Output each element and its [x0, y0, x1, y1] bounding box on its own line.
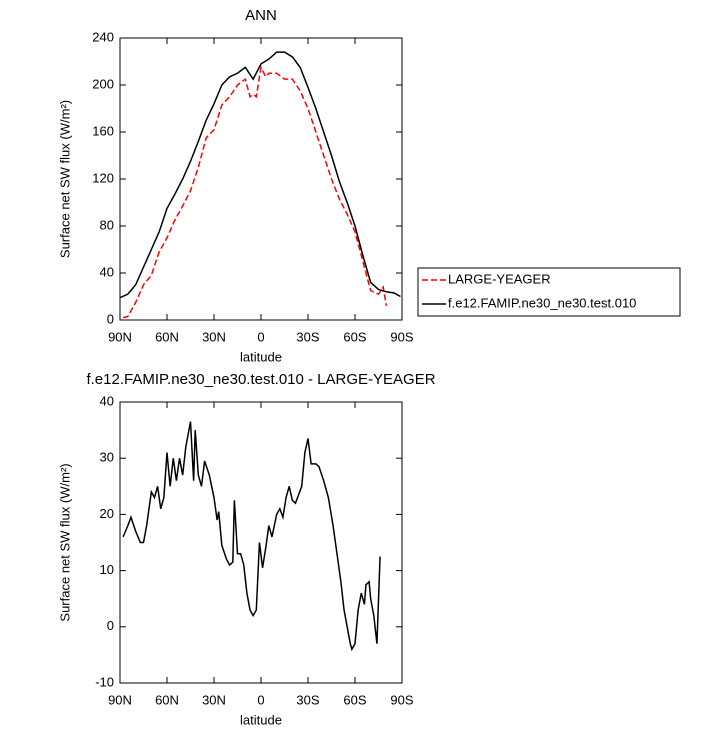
x-tick-label: 60S — [343, 329, 366, 344]
x-axis-label: latitude — [240, 712, 282, 727]
y-tick-label: 40 — [100, 264, 114, 279]
x-tick-label: 30S — [296, 692, 319, 707]
legend-box — [417, 267, 681, 317]
x-tick-label: 90S — [390, 692, 413, 707]
x-tick-label: 30S — [296, 329, 319, 344]
chart-title: f.e12.FAMIP.ne30_ne30.test.010 - LARGE-Y… — [86, 371, 435, 388]
plot-frame — [119, 37, 403, 321]
y-tick-label: 40 — [100, 393, 114, 408]
chart-title: ANN — [245, 7, 277, 24]
x-tick-label: 0 — [257, 692, 264, 707]
data-line — [119, 51, 401, 299]
y-axis-label: Surface net SW flux (W/m²) — [57, 100, 72, 258]
y-tick-label: -10 — [95, 674, 114, 689]
data-line — [122, 64, 388, 319]
x-tick-label: 90N — [108, 692, 132, 707]
y-tick-label: 0 — [107, 311, 114, 326]
data-line — [122, 421, 381, 652]
legend-label: LARGE-YEAGER — [448, 271, 551, 286]
legend-label: f.e12.FAMIP.ne30_ne30.test.010 — [448, 295, 636, 310]
y-tick-label: 10 — [100, 562, 114, 577]
x-tick-label: 30N — [202, 329, 226, 344]
x-tick-label: 60N — [155, 329, 179, 344]
y-tick-label: 0 — [107, 618, 114, 633]
x-tick-label: 30N — [202, 692, 226, 707]
x-tick-label: 0 — [257, 329, 264, 344]
plot-frame — [119, 401, 403, 684]
y-tick-label: 240 — [92, 29, 114, 44]
y-axis-label: Surface net SW flux (W/m²) — [57, 463, 72, 621]
y-tick-label: 30 — [100, 450, 114, 465]
y-tick-label: 160 — [92, 123, 114, 138]
x-tick-label: 60N — [155, 692, 179, 707]
x-tick-label: 60S — [343, 692, 366, 707]
x-tick-label: 90N — [108, 329, 132, 344]
y-tick-label: 80 — [100, 217, 114, 232]
y-tick-label: 200 — [92, 76, 114, 91]
y-tick-label: 20 — [100, 506, 114, 521]
x-tick-label: 90S — [390, 329, 413, 344]
x-axis-label: latitude — [240, 349, 282, 364]
y-tick-label: 120 — [92, 170, 114, 185]
